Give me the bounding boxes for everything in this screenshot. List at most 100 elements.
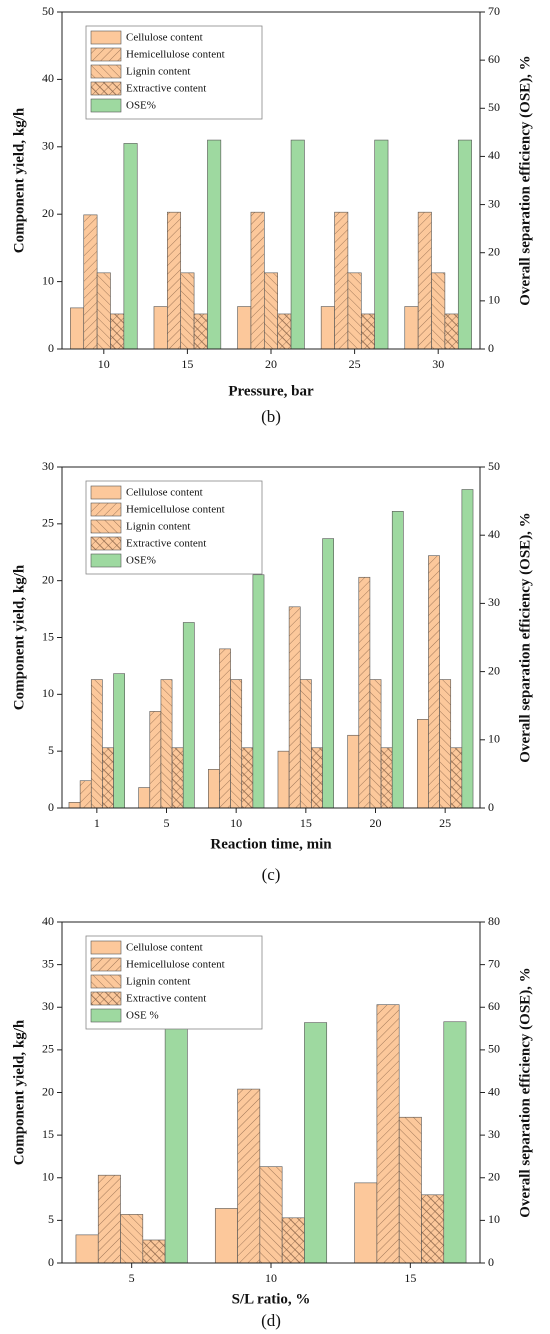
bar — [167, 211, 182, 350]
bar — [417, 211, 432, 350]
y2-tick-label: 20 — [488, 663, 500, 677]
legend-swatch — [90, 957, 122, 972]
bar — [171, 747, 184, 809]
legend-swatch — [90, 974, 122, 989]
bar — [374, 139, 389, 350]
bar — [250, 211, 265, 350]
y2-tick-label: 60 — [488, 999, 500, 1013]
y2-tick-label: 50 — [488, 100, 500, 114]
legend-swatch — [90, 47, 122, 62]
legend-swatch — [90, 502, 122, 517]
bar — [380, 747, 393, 809]
legend-label: Cellulose content — [126, 32, 203, 44]
bar — [360, 313, 375, 350]
y2-tick-label: 10 — [488, 732, 500, 746]
x-tick-label: 30 — [432, 357, 444, 371]
y2-tick-label: 80 — [488, 914, 500, 928]
bar — [259, 1166, 283, 1264]
y2-axis-title: Overall separation efficiency (OSE), % — [517, 967, 533, 1217]
figure-caption: (c) — [262, 865, 281, 884]
legend-swatch — [90, 81, 122, 96]
y2-tick-label: 10 — [488, 293, 500, 307]
x-axis-title: S/L ratio, % — [232, 1291, 311, 1307]
y-tick-label: 30 — [42, 139, 54, 153]
legend-label: Hemicellulose content — [126, 49, 225, 61]
y2-tick-label: 40 — [488, 1084, 500, 1098]
y2-tick-label: 10 — [488, 1212, 500, 1226]
bar — [241, 747, 254, 809]
bar — [120, 1214, 144, 1264]
legend-label: Lignin content — [126, 66, 190, 78]
x-tick-label: 5 — [164, 816, 170, 830]
y2-tick-label: 30 — [488, 196, 500, 210]
x-axis-title: Reaction time, min — [210, 836, 332, 852]
bar — [75, 1234, 99, 1264]
legend-swatch — [90, 519, 122, 534]
y-tick-label: 5 — [48, 743, 54, 757]
y-tick-label: 30 — [42, 459, 54, 473]
y-tick-label: 25 — [42, 516, 54, 530]
y-tick-label: 20 — [42, 572, 54, 586]
bar — [288, 606, 301, 809]
legend-label: Lignin content — [126, 521, 190, 533]
x-tick-label: 25 — [439, 816, 451, 830]
x-tick-label: 15 — [181, 357, 193, 371]
bar — [431, 272, 446, 350]
bar — [193, 313, 208, 350]
figure-caption: (b) — [261, 407, 281, 426]
legend-swatch — [90, 64, 122, 79]
bar — [450, 747, 463, 809]
legend-label: OSE% — [126, 100, 156, 112]
bar — [153, 306, 168, 350]
legend-label: Hemicellulose content — [126, 504, 225, 516]
bar — [347, 272, 362, 350]
bar — [214, 1208, 238, 1264]
y-tick-label: 30 — [42, 999, 54, 1013]
bar — [281, 1217, 305, 1264]
bar — [304, 1022, 328, 1264]
bar — [444, 313, 459, 350]
y2-tick-label: 70 — [488, 956, 500, 970]
bar — [416, 719, 429, 809]
y-tick-label: 10 — [42, 273, 54, 287]
bar — [376, 1004, 400, 1264]
bar — [113, 673, 126, 809]
bar — [90, 679, 103, 809]
y2-tick-label: 40 — [488, 148, 500, 162]
legend-swatch — [90, 485, 122, 500]
legend-label: Cellulose content — [126, 487, 203, 499]
legend-label: Cellulose content — [126, 942, 203, 954]
y2-tick-label: 50 — [488, 1042, 500, 1056]
x-tick-label: 10 — [230, 816, 242, 830]
bar — [207, 139, 222, 350]
legend-label: OSE % — [126, 1010, 159, 1022]
y-axis-title: Component yield, kg/h — [11, 1019, 27, 1165]
y2-tick-label: 30 — [488, 595, 500, 609]
y-tick-label: 0 — [48, 800, 54, 814]
bar — [79, 780, 92, 809]
bar — [149, 711, 162, 809]
bar — [320, 306, 335, 350]
bar — [96, 272, 111, 350]
y2-tick-label: 20 — [488, 244, 500, 258]
legend-label: Lignin content — [126, 976, 190, 988]
bar — [398, 1116, 422, 1264]
y-tick-label: 10 — [42, 686, 54, 700]
legend-label: Extractive content — [126, 538, 206, 550]
y-tick-label: 15 — [42, 1127, 54, 1141]
bar — [142, 1239, 166, 1264]
figure-caption: (d) — [261, 1311, 281, 1330]
bar — [160, 679, 173, 809]
x-axis-title: Pressure, bar — [228, 383, 314, 399]
bar — [311, 747, 323, 809]
x-tick-label: 1 — [94, 816, 100, 830]
y-tick-label: 5 — [48, 1212, 54, 1226]
y2-tick-label: 0 — [488, 341, 494, 355]
y2-tick-label: 70 — [488, 4, 500, 18]
y2-axis-title: Overall separation efficiency (OSE), % — [517, 55, 533, 305]
x-tick-label: 5 — [129, 1271, 135, 1285]
y-tick-label: 40 — [42, 71, 54, 85]
y2-tick-label: 40 — [488, 527, 500, 541]
y2-tick-label: 0 — [488, 800, 494, 814]
